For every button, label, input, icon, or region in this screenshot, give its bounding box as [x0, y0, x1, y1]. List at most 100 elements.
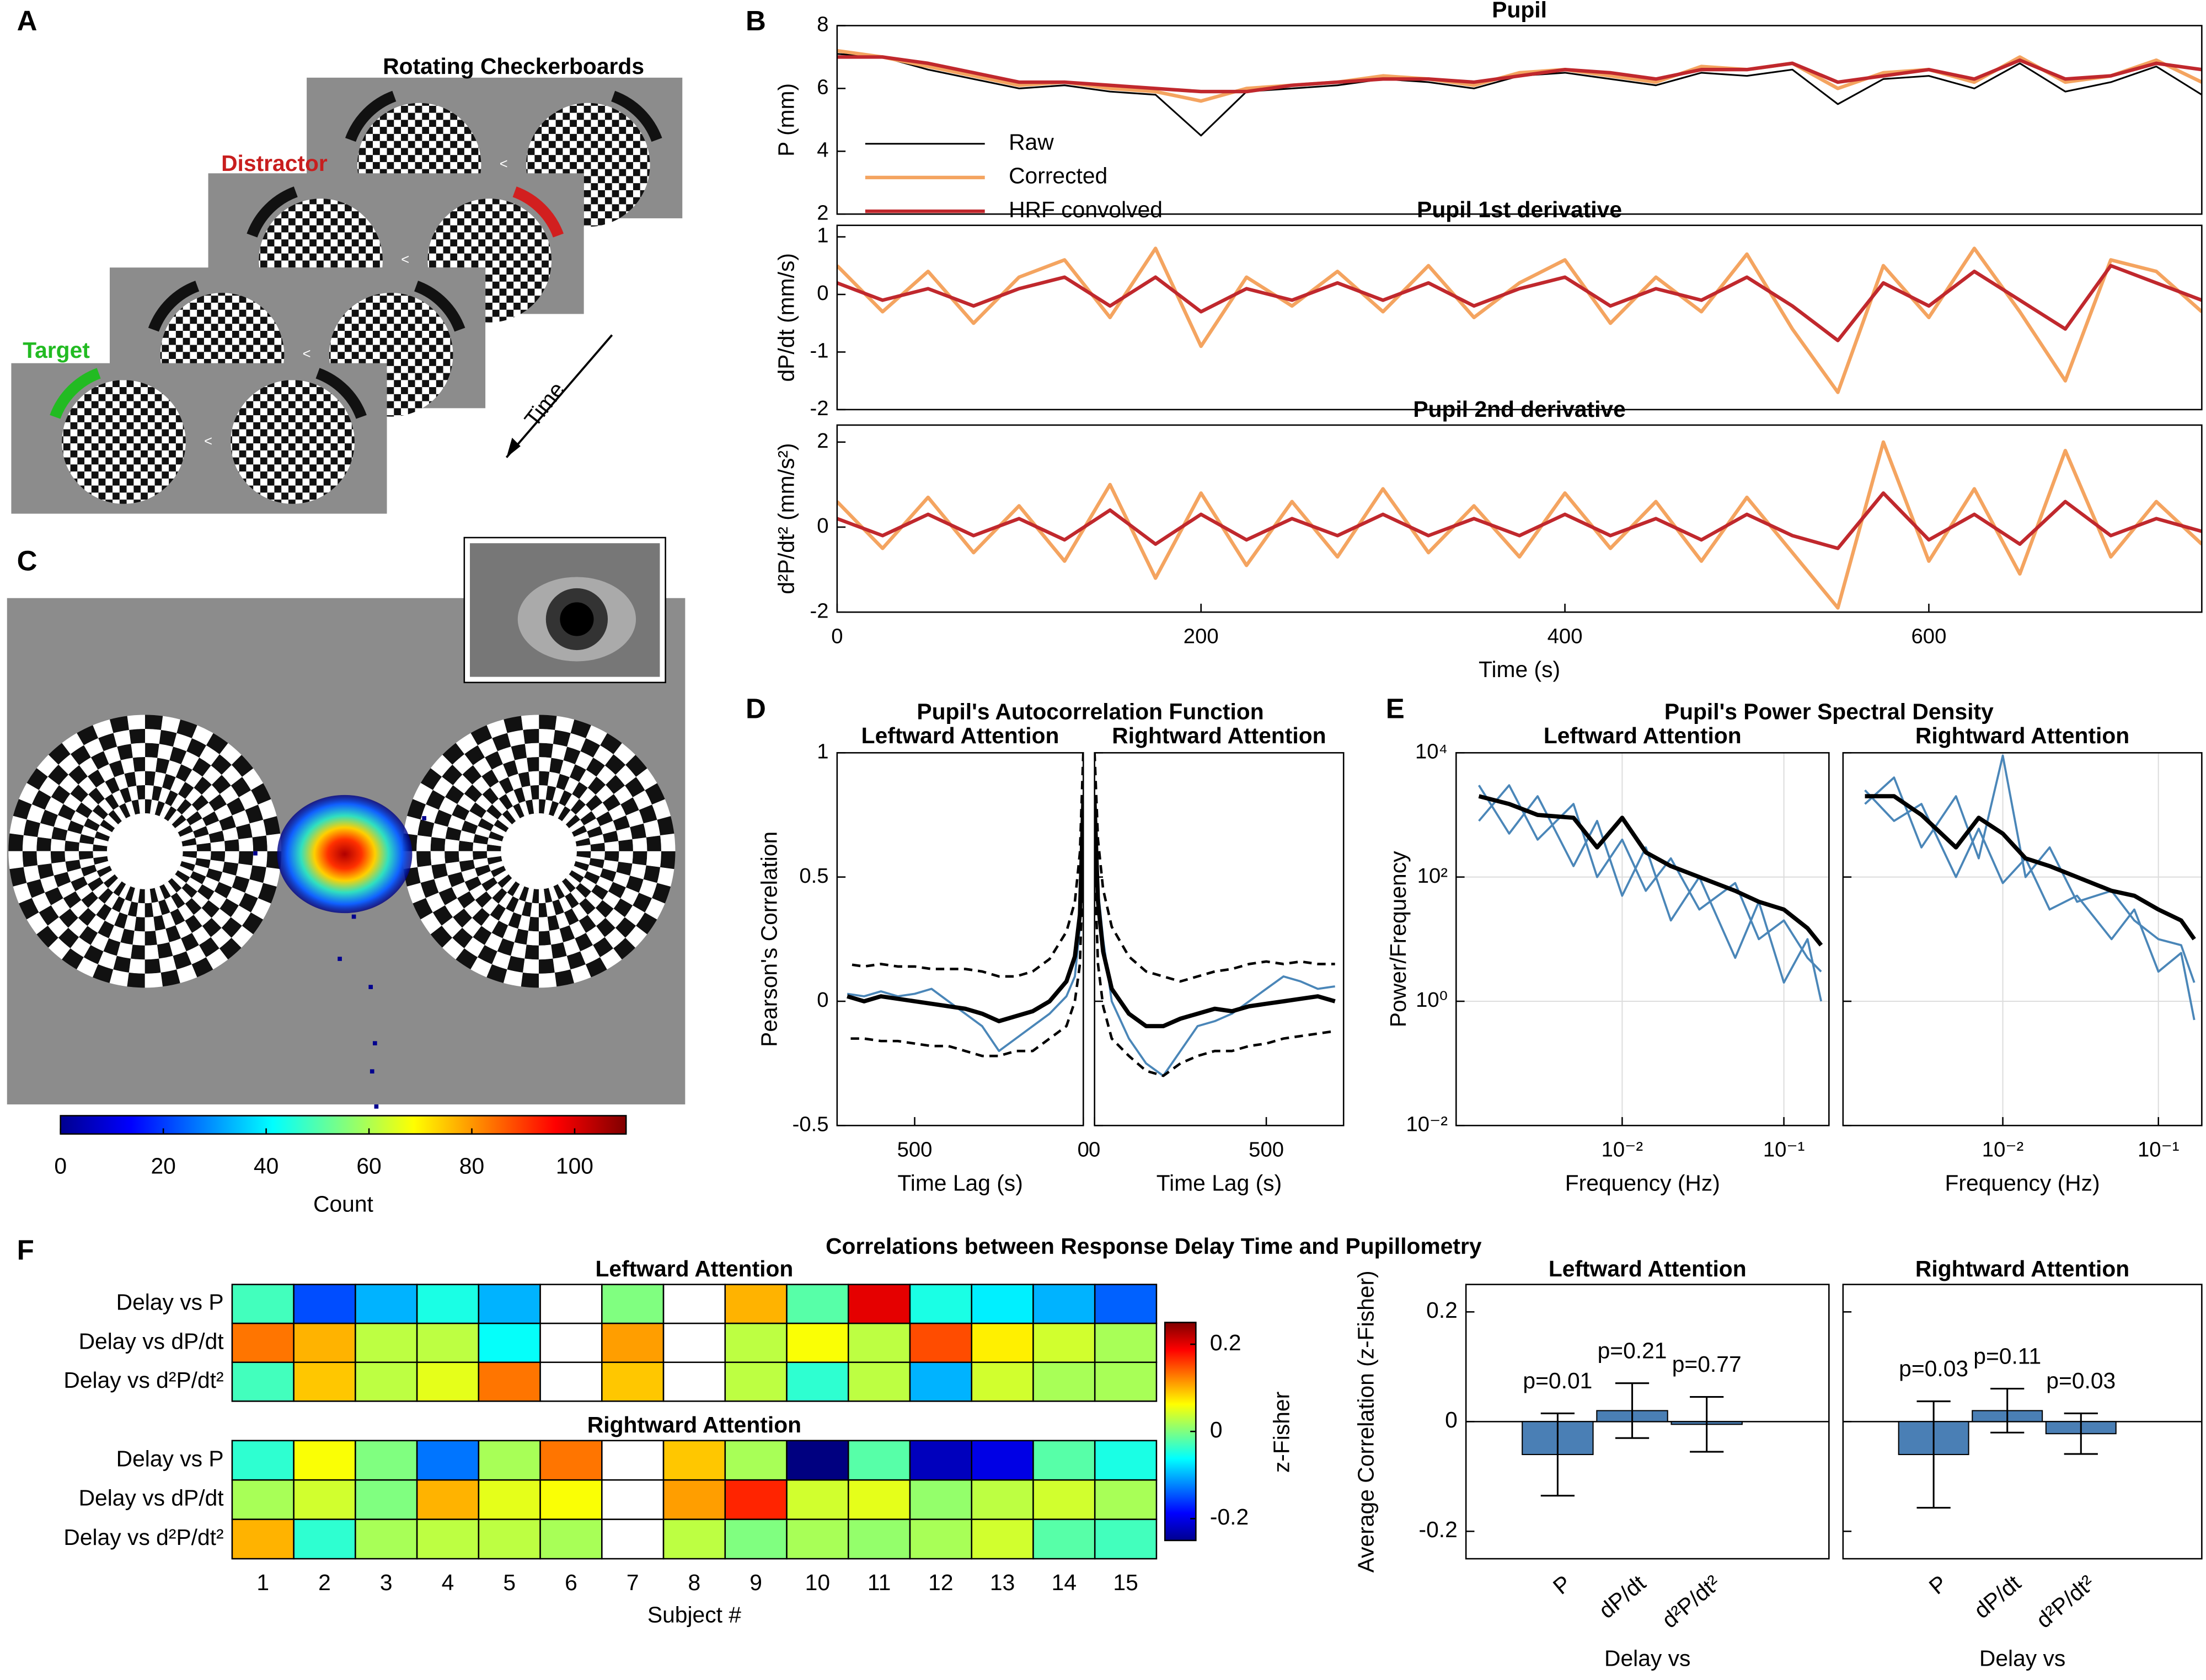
heatmap-cell	[231, 1361, 295, 1402]
x-tick-label: 10⁻²	[1982, 1137, 2024, 1161]
row-label: Delay vs P	[116, 1290, 224, 1315]
heatmap-title: Leftward Attention	[596, 1256, 794, 1281]
row-label: Delay vs P	[116, 1446, 224, 1471]
panel-f-title: Correlations between Response Delay Time…	[826, 1233, 1482, 1259]
plot-frame	[1842, 752, 2203, 1126]
colorbar	[60, 1115, 627, 1135]
rotation-arrow	[512, 186, 564, 238]
x-tick-label: 2	[318, 1570, 331, 1595]
series-line	[1478, 794, 1823, 947]
y-tick-label: 6	[817, 76, 828, 99]
heatmap-cell	[786, 1479, 849, 1520]
series-line	[1478, 784, 1822, 973]
colorbar-label: z-Fisher	[1268, 1392, 1294, 1473]
heatmap-cell	[786, 1322, 849, 1364]
x-axis-label: Delay vs	[1604, 1646, 1690, 1671]
heatmap-cell	[478, 1322, 541, 1364]
x-tick-label: d²P/dt²	[2031, 1570, 2099, 1633]
heatmap-cell	[1094, 1479, 1158, 1520]
heatmap-cell	[601, 1479, 665, 1520]
chart-subtitle: Leftward Attention	[861, 723, 1059, 748]
error-bar	[1615, 1382, 1650, 1439]
p-value: p=0.21	[1598, 1338, 1667, 1363]
heatmap-cell	[539, 1284, 603, 1324]
heatmap-cell	[478, 1518, 541, 1560]
panel-a-diagram: < < < <	[11, 77, 683, 514]
gaze-heatmap	[277, 795, 413, 914]
p-value: p=0.03	[1899, 1356, 1968, 1381]
x-tick-label: 10⁻¹	[1763, 1137, 1805, 1161]
colorbar-tick-label: 0	[54, 1153, 67, 1179]
y-tick-label: 1	[817, 739, 828, 763]
legend-label: Corrected	[1009, 163, 1107, 189]
heatmap-cell	[662, 1322, 726, 1364]
p-value: p=0.03	[2046, 1368, 2116, 1393]
x-tick-label: 11	[868, 1570, 891, 1595]
y-axis-label: d²P/dt² (mm/s²)	[773, 443, 799, 594]
heatmap-cell	[724, 1440, 788, 1481]
chart-title: Pupil 1st derivative	[1417, 197, 1622, 222]
heatmap-cell	[971, 1284, 1034, 1324]
error-bar	[2064, 1412, 2098, 1455]
heatmap-cell	[478, 1479, 541, 1520]
y-tick-label: 0.5	[799, 864, 828, 888]
y-tick-label: 4	[817, 138, 828, 162]
heatmap-cell	[416, 1361, 480, 1402]
series-line	[1094, 865, 1335, 1077]
heatmap-cell	[478, 1284, 541, 1324]
checker-ring-white	[416, 728, 661, 974]
series-line	[847, 852, 1084, 1058]
heatmap-cell	[847, 1440, 911, 1481]
y-tick-label: 0	[817, 988, 828, 1012]
heatmap-cell	[539, 1322, 603, 1364]
p-value: p=0.77	[1672, 1351, 1742, 1377]
heatmap-cell	[847, 1518, 911, 1560]
x-tick-label: 1	[256, 1570, 269, 1595]
y-tick-label: -2	[810, 599, 829, 622]
error-bar	[1990, 1388, 2025, 1434]
heatmap-cell	[231, 1518, 295, 1560]
gaze-sample	[374, 1104, 379, 1109]
heatmap-cell	[293, 1440, 356, 1481]
heatmap-cell	[1032, 1361, 1096, 1402]
heatmap-cell	[1094, 1322, 1158, 1364]
heatmap-cell	[909, 1440, 973, 1481]
panel-label: C	[17, 545, 38, 576]
x-tick-label: P	[1924, 1570, 1952, 1600]
checker-ring-white	[458, 771, 619, 932]
x-tick-label: dP/dt	[1594, 1570, 1651, 1623]
heatmap-cell	[539, 1479, 603, 1520]
y-tick-label: 10²	[1417, 864, 1448, 888]
heatmap-cell	[847, 1361, 911, 1402]
heatmap-cell	[1094, 1518, 1158, 1560]
checker-ring-white	[430, 743, 647, 960]
checker-ring-white	[445, 756, 633, 946]
heatmap-cell	[539, 1518, 603, 1560]
series-line	[1094, 802, 1336, 1028]
series-line	[1094, 753, 1335, 983]
time-arrow	[505, 334, 613, 458]
x-axis-label: Time Lag (s)	[1156, 1170, 1282, 1195]
rotation-arrow	[315, 368, 367, 419]
checkerboard	[231, 380, 355, 504]
x-tick-label: 0	[831, 624, 843, 648]
x-tick-label: 9	[749, 1570, 762, 1595]
time-arrowhead	[506, 437, 521, 458]
heatmap-cell	[539, 1361, 603, 1402]
series-line	[837, 55, 2202, 94]
fixation: <	[303, 346, 311, 362]
rotation-arrow	[247, 186, 298, 238]
series-line	[1865, 794, 2196, 941]
gaze-sample	[368, 985, 373, 989]
checker-ring-white	[486, 799, 591, 904]
x-tick-label: dP/dt	[1969, 1570, 2026, 1623]
y-tick-label: 2	[817, 429, 828, 453]
fixation: <	[401, 252, 409, 267]
heatmap-cell	[724, 1322, 788, 1364]
y-tick-label: 0	[817, 281, 828, 305]
y-axis-label: Average Correlation (z-Fisher)	[1353, 1270, 1378, 1572]
checker-ring-white	[50, 756, 239, 946]
x-tick-label: 600	[1911, 624, 1947, 648]
x-axis-label: Time Lag (s)	[897, 1170, 1022, 1195]
plot-frame	[836, 752, 1084, 1126]
